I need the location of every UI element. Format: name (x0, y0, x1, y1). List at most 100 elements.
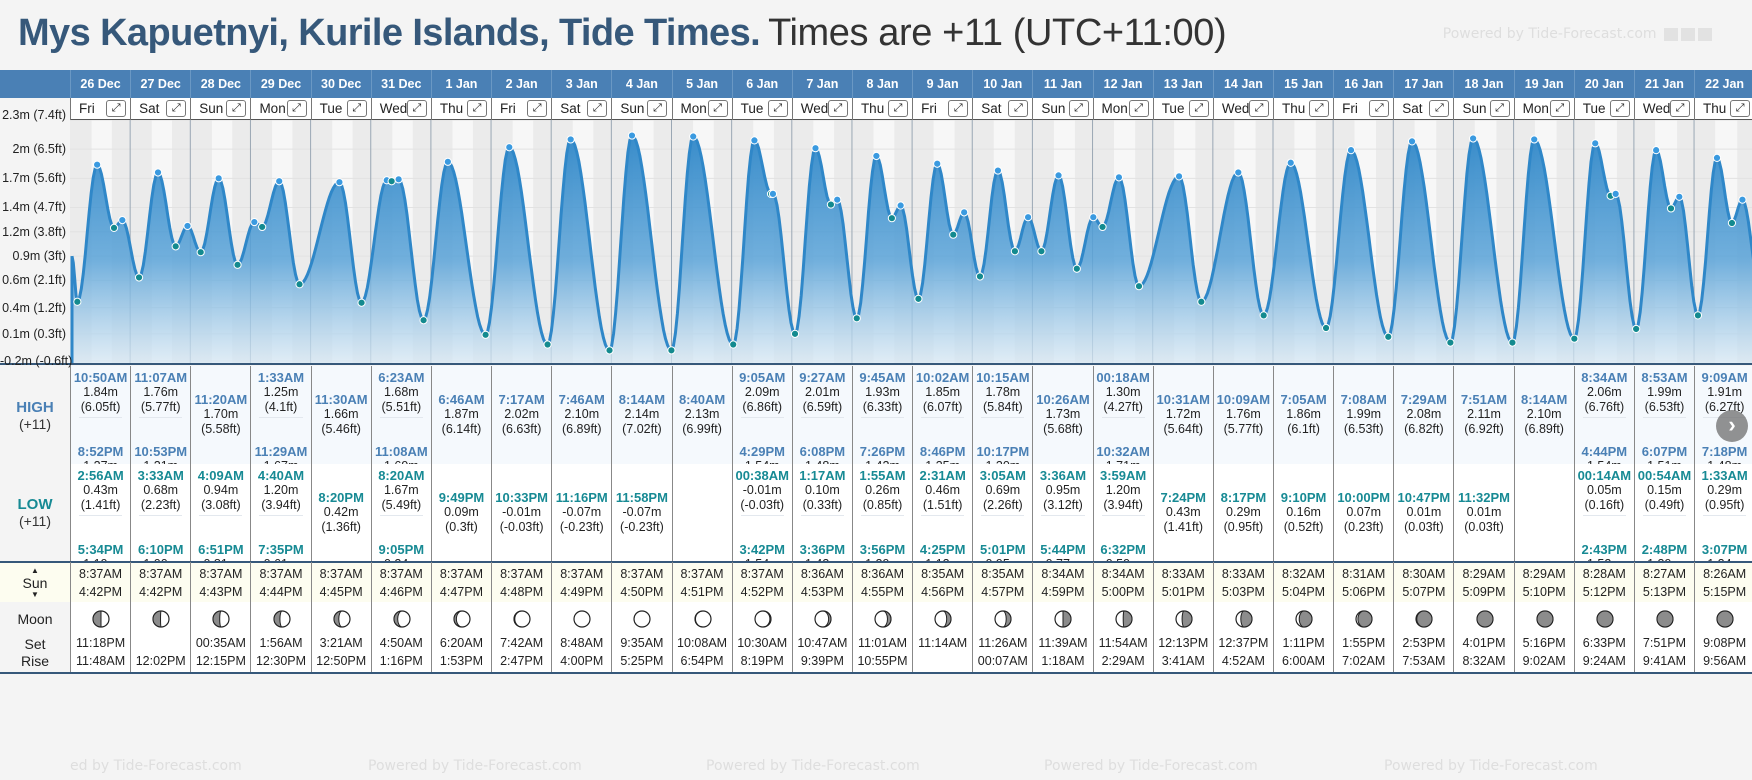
low-tide-point[interactable] (1727, 218, 1737, 228)
high-tide-point[interactable] (750, 136, 759, 145)
high-tide-point[interactable] (811, 144, 820, 153)
high-tide-point[interactable] (93, 160, 102, 169)
low-tide-point[interactable] (1010, 247, 1020, 256)
expand-day-button[interactable]: ⤢ (827, 100, 848, 117)
high-tide-point[interactable] (1286, 158, 1295, 167)
expand-day-button[interactable]: ⤢ (1670, 100, 1691, 117)
expand-day-button[interactable]: ⤢ (1248, 100, 1269, 117)
expand-day-button[interactable]: ⤢ (1068, 100, 1089, 117)
high-tide-point[interactable] (505, 143, 514, 152)
expand-day-button[interactable]: ⤢ (166, 100, 187, 117)
high-tide-point[interactable] (933, 159, 942, 168)
expand-day-button[interactable]: ⤢ (1008, 100, 1029, 117)
next-arrow-button[interactable]: › (1716, 410, 1748, 442)
expand-day-button[interactable]: ⤢ (467, 100, 488, 117)
low-tide-point[interactable] (196, 248, 205, 257)
expand-day-button[interactable]: ⤢ (226, 100, 247, 117)
high-tide-point[interactable] (768, 189, 778, 198)
low-tide-point[interactable] (481, 330, 490, 339)
high-tide-point[interactable] (1114, 173, 1124, 182)
low-tide-point[interactable] (109, 223, 119, 232)
expand-day-button[interactable]: ⤢ (106, 100, 127, 117)
low-tide-point[interactable] (605, 346, 614, 355)
high-tide-point[interactable] (443, 157, 452, 166)
expand-day-button[interactable]: ⤢ (1128, 100, 1149, 117)
low-tide-point[interactable] (357, 298, 366, 307)
low-tide-point[interactable] (975, 272, 985, 281)
low-tide-point[interactable] (852, 314, 861, 323)
low-tide-point[interactable] (729, 340, 738, 349)
low-tide-point[interactable] (387, 177, 396, 186)
expand-day-button[interactable]: ⤢ (1489, 100, 1510, 117)
high-tide-point[interactable] (833, 195, 842, 204)
low-tide-point[interactable] (1384, 332, 1393, 341)
high-tide-point[interactable] (1591, 139, 1600, 148)
high-tide-point[interactable] (689, 132, 698, 141)
high-tide-point[interactable] (250, 217, 259, 227)
low-tide-point[interactable] (233, 260, 242, 269)
high-tide-point[interactable] (627, 131, 637, 140)
high-tide-point[interactable] (896, 201, 905, 210)
low-tide-point[interactable] (258, 222, 267, 232)
high-tide-point[interactable] (1407, 137, 1417, 146)
low-tide-point[interactable] (826, 200, 835, 209)
expand-day-button[interactable]: ⤢ (707, 100, 728, 117)
low-tide-point[interactable] (295, 280, 304, 289)
high-tide-point[interactable] (1346, 146, 1356, 155)
high-tide-point[interactable] (214, 174, 223, 183)
expand-day-button[interactable]: ⤢ (1369, 100, 1390, 117)
low-tide-point[interactable] (1321, 323, 1331, 333)
high-tide-point[interactable] (118, 216, 127, 225)
high-tide-point[interactable] (1054, 171, 1063, 180)
expand-day-button[interactable]: ⤢ (1730, 100, 1751, 117)
low-tide-point[interactable] (1632, 324, 1641, 334)
low-tide-point[interactable] (73, 297, 82, 306)
low-tide-point[interactable] (134, 273, 144, 282)
low-tide-point[interactable] (1197, 297, 1206, 306)
high-tide-point[interactable] (1675, 192, 1684, 201)
low-tide-point[interactable] (667, 346, 676, 355)
low-tide-point[interactable] (171, 242, 180, 251)
low-tide-point[interactable] (1259, 311, 1268, 320)
high-tide-point[interactable] (566, 135, 575, 144)
expand-day-button[interactable]: ⤢ (286, 100, 307, 117)
high-tide-point[interactable] (1738, 195, 1747, 204)
low-tide-point[interactable] (1037, 247, 1046, 256)
expand-day-button[interactable]: ⤢ (1609, 100, 1630, 117)
expand-day-button[interactable]: ⤢ (948, 100, 969, 117)
expand-day-button[interactable]: ⤢ (767, 100, 788, 117)
expand-day-button[interactable]: ⤢ (527, 100, 548, 117)
high-tide-point[interactable] (872, 151, 881, 161)
low-tide-point[interactable] (1072, 264, 1081, 273)
low-tide-point[interactable] (887, 214, 896, 223)
high-tide-point[interactable] (1023, 213, 1033, 222)
expand-day-button[interactable]: ⤢ (1188, 100, 1209, 117)
low-tide-point[interactable] (543, 340, 552, 349)
low-tide-point[interactable] (1098, 222, 1107, 232)
high-tide-point[interactable] (183, 221, 192, 231)
low-tide-point[interactable] (1134, 282, 1144, 291)
low-tide-point[interactable] (1570, 334, 1579, 343)
expand-day-button[interactable]: ⤢ (1309, 100, 1330, 117)
expand-day-button[interactable]: ⤢ (888, 100, 909, 117)
high-tide-point[interactable] (993, 166, 1003, 175)
high-tide-point[interactable] (1469, 134, 1478, 143)
low-tide-point[interactable] (1446, 338, 1455, 347)
high-tide-point[interactable] (335, 178, 344, 187)
high-tide-point[interactable] (960, 208, 969, 217)
low-tide-point[interactable] (419, 316, 428, 325)
high-tide-point[interactable] (1712, 153, 1722, 163)
high-tide-point[interactable] (1530, 135, 1539, 144)
expand-day-button[interactable]: ⤢ (346, 100, 367, 117)
low-tide-point[interactable] (1693, 311, 1703, 320)
low-tide-point[interactable] (949, 230, 958, 239)
expand-day-button[interactable]: ⤢ (1429, 100, 1450, 117)
high-tide-point[interactable] (1089, 213, 1098, 222)
expand-day-button[interactable]: ⤢ (587, 100, 608, 117)
high-tide-point[interactable] (394, 175, 403, 184)
low-tide-point[interactable] (914, 294, 923, 303)
high-tide-point[interactable] (153, 168, 163, 177)
low-tide-point[interactable] (1508, 338, 1517, 347)
high-tide-point[interactable] (1174, 172, 1184, 181)
high-tide-point[interactable] (1611, 189, 1620, 198)
